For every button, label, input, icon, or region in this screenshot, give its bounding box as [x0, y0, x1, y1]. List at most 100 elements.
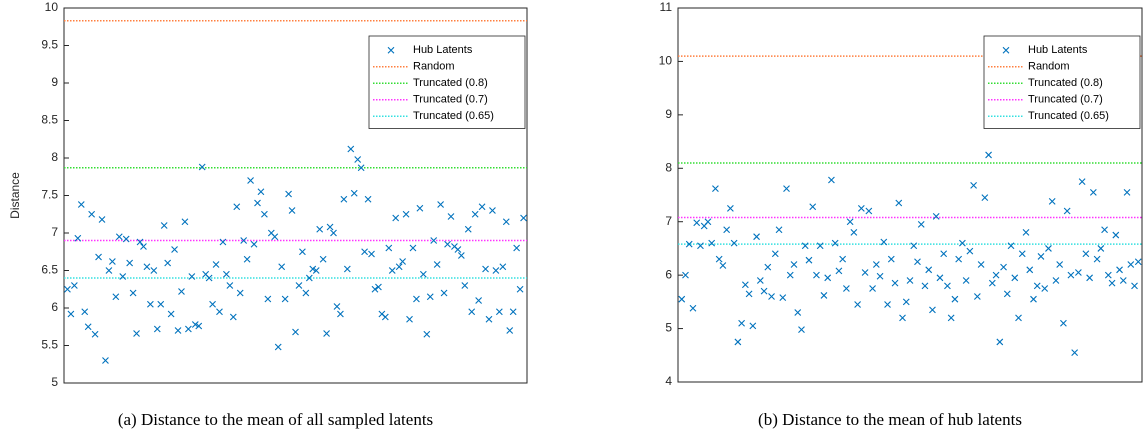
data-point — [64, 285, 71, 293]
data-point — [760, 287, 768, 295]
data-point — [861, 269, 869, 276]
data-point — [520, 214, 527, 222]
data-point — [254, 199, 261, 207]
data-point — [129, 289, 137, 297]
data-point — [489, 207, 496, 214]
data-point — [447, 213, 455, 220]
data-point — [178, 288, 185, 295]
data-point — [105, 267, 113, 274]
legend-label: Truncated (0.7) — [413, 94, 488, 106]
data-point — [84, 323, 92, 331]
data-point — [385, 244, 393, 252]
data-point — [753, 233, 760, 241]
y-tick-label: 4 — [665, 374, 672, 388]
data-point — [316, 225, 324, 233]
data-point — [835, 267, 843, 275]
data-point — [243, 255, 251, 263]
data-point — [347, 145, 355, 153]
y-tick-label: 5 — [51, 375, 58, 389]
data-point — [95, 253, 102, 261]
data-point — [783, 185, 790, 192]
data-point — [726, 204, 734, 212]
data-point — [388, 267, 396, 274]
data-point — [181, 218, 189, 226]
data-point — [966, 247, 974, 255]
data-point — [406, 315, 413, 323]
data-point — [140, 243, 147, 250]
data-point — [364, 195, 372, 203]
caption: (b) Distance to the mean of hub latents — [758, 410, 1022, 429]
data-point — [233, 203, 241, 211]
data-point — [981, 194, 989, 202]
data-point — [399, 258, 407, 265]
data-point — [828, 176, 835, 184]
data-point — [509, 308, 517, 316]
data-point — [749, 322, 757, 330]
data-point — [430, 237, 438, 244]
data-point — [457, 252, 465, 259]
data-point — [91, 330, 99, 338]
data-point — [685, 240, 693, 248]
data-point — [1127, 261, 1135, 268]
y-tick-label: 9.5 — [41, 38, 58, 52]
data-point — [174, 327, 182, 334]
data-point — [977, 261, 985, 268]
data-point — [932, 212, 940, 220]
data-point — [1048, 198, 1056, 205]
data-point — [419, 270, 427, 278]
data-point — [779, 294, 787, 301]
y-tick-label: 5 — [665, 321, 672, 335]
legend-marker — [1002, 46, 1010, 54]
data-point — [678, 295, 686, 303]
data-point — [392, 214, 400, 222]
data-point — [970, 181, 978, 189]
data-point — [361, 248, 368, 256]
data-point — [891, 279, 899, 287]
data-point — [1104, 271, 1112, 279]
data-point — [715, 255, 723, 263]
data-point — [164, 259, 172, 267]
data-point — [371, 285, 379, 293]
data-point — [1030, 295, 1037, 303]
data-point — [790, 261, 798, 268]
data-point — [409, 244, 417, 252]
data-point — [914, 258, 921, 266]
data-point — [513, 244, 521, 252]
data-point — [1026, 266, 1034, 274]
data-point — [988, 279, 996, 287]
data-point — [143, 263, 151, 271]
data-point — [1071, 349, 1079, 357]
legend-label: Truncated (0.8) — [413, 77, 488, 89]
data-point — [309, 265, 317, 273]
data-point — [973, 293, 981, 300]
data-point — [402, 210, 410, 218]
data-point — [468, 308, 476, 316]
data-point — [693, 219, 701, 227]
data-point — [223, 270, 230, 278]
data-point — [354, 156, 362, 163]
data-point — [697, 242, 704, 250]
data-point — [70, 282, 78, 289]
data-point — [257, 188, 265, 196]
data-point — [958, 239, 966, 247]
data-point — [857, 204, 865, 212]
data-point — [985, 151, 992, 159]
data-point — [212, 261, 220, 268]
data-point — [1000, 263, 1007, 271]
data-point — [88, 210, 96, 218]
data-point — [768, 293, 775, 300]
data-point — [831, 239, 839, 247]
data-point — [295, 282, 303, 289]
data-point — [794, 309, 802, 316]
data-point — [921, 282, 929, 290]
legend-label: Truncated (0.65) — [413, 110, 494, 122]
data-point — [375, 283, 382, 291]
y-tick-label: 7 — [665, 214, 672, 228]
data-point — [955, 255, 963, 263]
data-point — [506, 327, 514, 334]
data-point — [865, 207, 873, 215]
data-point — [820, 292, 828, 299]
data-point — [786, 271, 794, 279]
legend-marker — [387, 46, 395, 54]
